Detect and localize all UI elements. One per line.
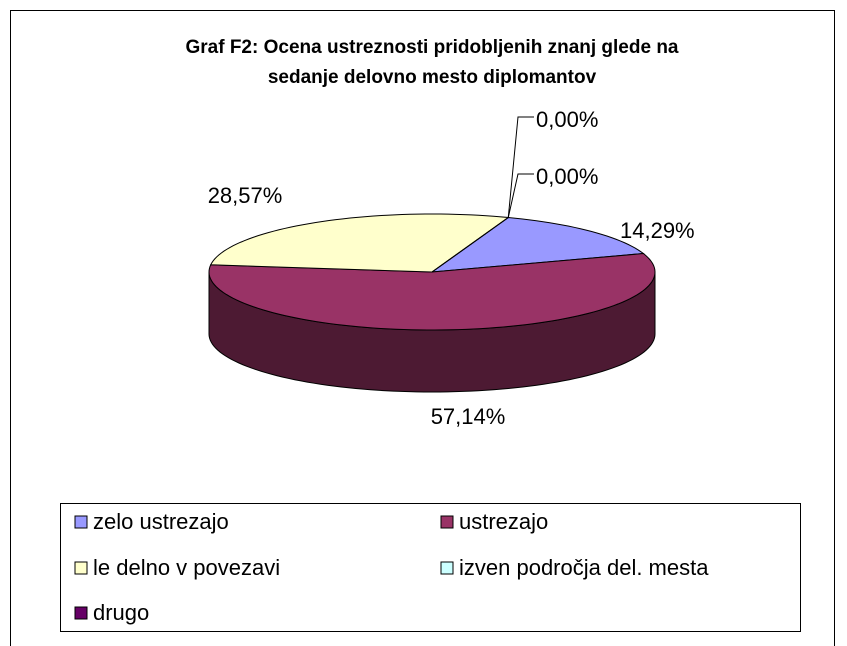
value-label: 28,57% (208, 183, 283, 208)
legend-swatch (74, 561, 88, 575)
leader-line (507, 173, 534, 218)
legend-text: drugo (93, 600, 149, 625)
pie-slice (431, 217, 509, 273)
legend-swatch (74, 515, 88, 529)
legend-text: izven področja del. mesta (459, 555, 709, 580)
pie-slice (430, 216, 645, 273)
leader-line (507, 116, 534, 218)
legend-text: zelo ustrezajo (93, 509, 229, 534)
legend-swatch (440, 515, 454, 529)
legend-box (60, 503, 801, 632)
legend-swatch (74, 606, 88, 620)
value-label: 14,29% (620, 218, 695, 243)
chart-title: Graf F2: Ocena ustreznosti pridobljenih … (185, 37, 678, 58)
pie-slice (208, 253, 656, 331)
value-label: 0,00% (536, 164, 598, 189)
legend-text: ustrezajo (459, 509, 548, 534)
pie-slice (209, 213, 510, 273)
value-label: 57,14% (431, 404, 506, 429)
chart-title: sedanje delovno mesto diplomantov (268, 67, 597, 88)
value-label: 0,00% (536, 107, 598, 132)
legend-swatch (440, 561, 454, 575)
legend-text: le delno v povezavi (93, 555, 280, 580)
